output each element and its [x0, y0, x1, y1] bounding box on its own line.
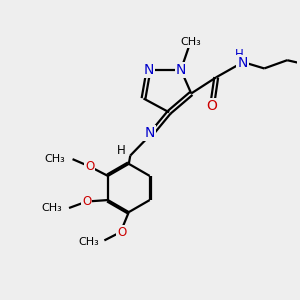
Text: N: N — [176, 63, 186, 77]
Text: O: O — [85, 160, 94, 173]
Text: CH₃: CH₃ — [180, 37, 201, 47]
Text: N: N — [143, 63, 154, 77]
Text: O: O — [82, 195, 91, 208]
Text: CH₃: CH₃ — [41, 203, 62, 213]
Text: O: O — [117, 226, 127, 239]
Text: CH₃: CH₃ — [44, 154, 65, 164]
Text: N: N — [238, 56, 248, 70]
Text: CH₃: CH₃ — [78, 237, 99, 247]
Text: O: O — [206, 99, 217, 113]
Text: N: N — [144, 126, 154, 140]
Text: H: H — [235, 48, 243, 62]
Text: H: H — [116, 144, 125, 157]
